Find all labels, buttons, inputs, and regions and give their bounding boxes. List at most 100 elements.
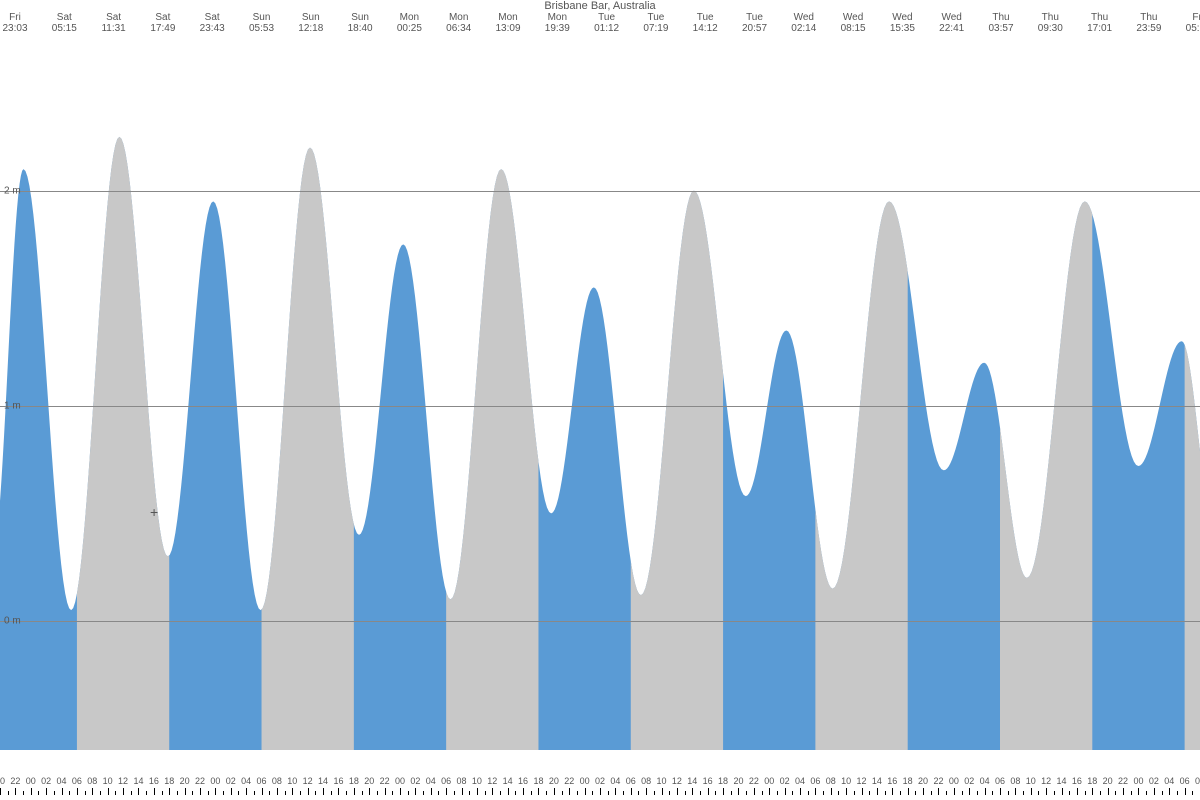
hour-tick	[23, 791, 24, 795]
hour-tick	[746, 791, 747, 795]
hour-tick	[1062, 788, 1063, 795]
hour-label: 06	[257, 776, 267, 786]
hour-label: 04	[610, 776, 620, 786]
extreme-time: Wed02:14	[779, 12, 829, 34]
hour-tick	[777, 791, 778, 795]
hour-tick	[123, 788, 124, 795]
hour-label: 20	[1103, 776, 1113, 786]
hour-tick	[615, 788, 616, 795]
hour-tick	[277, 788, 278, 795]
hour-tick	[1077, 788, 1078, 795]
hour-tick	[608, 791, 609, 795]
extreme-time: Sat05:15	[39, 12, 89, 34]
hour-label: 16	[703, 776, 713, 786]
hour-label: 12	[857, 776, 867, 786]
hour-label: 02	[780, 776, 790, 786]
hour-tick	[908, 788, 909, 795]
hour-label: 06	[441, 776, 451, 786]
hour-tick	[138, 788, 139, 795]
hour-label: 12	[118, 776, 128, 786]
hour-tick	[646, 788, 647, 795]
hour-label: 14	[133, 776, 143, 786]
hour-tick	[146, 791, 147, 795]
hour-tick	[562, 791, 563, 795]
hour-label: 18	[718, 776, 728, 786]
hour-label: 04	[795, 776, 805, 786]
hour-tick	[215, 788, 216, 795]
hour-tick	[177, 791, 178, 795]
hour-tick	[108, 788, 109, 795]
hour-label: 10	[287, 776, 297, 786]
hour-tick	[1069, 791, 1070, 795]
hour-tick	[723, 788, 724, 795]
hour-tick	[423, 791, 424, 795]
hour-label: 22	[933, 776, 943, 786]
hour-tick	[585, 788, 586, 795]
hour-tick	[1054, 791, 1055, 795]
hour-tick	[1108, 788, 1109, 795]
hour-tick	[1038, 791, 1039, 795]
grid-label: 0 m	[4, 615, 21, 626]
hour-tick	[208, 791, 209, 795]
hour-label: 02	[410, 776, 420, 786]
hour-tick	[46, 788, 47, 795]
hour-tick	[162, 791, 163, 795]
hour-label: 18	[349, 776, 359, 786]
hour-tick	[831, 788, 832, 795]
hour-tick	[308, 788, 309, 795]
hour-tick	[231, 788, 232, 795]
hour-label: 06	[995, 776, 1005, 786]
extreme-time: Tue14:12	[680, 12, 730, 34]
hour-tick	[823, 791, 824, 795]
hour-tick	[200, 788, 201, 795]
hour-tick	[346, 791, 347, 795]
hour-tick	[38, 791, 39, 795]
hour-tick	[854, 791, 855, 795]
hour-label: 00	[949, 776, 959, 786]
hour-label: 04	[426, 776, 436, 786]
extreme-time: Thu09:30	[1025, 12, 1075, 34]
hour-tick	[1046, 788, 1047, 795]
hour-label: 18	[1087, 776, 1097, 786]
hour-label: 14	[1057, 776, 1067, 786]
hour-tick	[131, 791, 132, 795]
extreme-time: Tue20:57	[730, 12, 780, 34]
hour-label: 06	[810, 776, 820, 786]
hour-label: 18	[164, 776, 174, 786]
hour-label: 00	[1133, 776, 1143, 786]
hour-tick	[531, 791, 532, 795]
hour-label: 16	[1072, 776, 1082, 786]
hour-label: 14	[318, 776, 328, 786]
hour-tick	[931, 791, 932, 795]
hour-tick	[292, 788, 293, 795]
hour-label: 00	[26, 776, 36, 786]
hour-tick	[985, 788, 986, 795]
hour-tick	[377, 791, 378, 795]
hour-tick	[300, 791, 301, 795]
hour-tick	[900, 791, 901, 795]
hour-tick	[715, 791, 716, 795]
hour-label: 12	[1041, 776, 1051, 786]
hour-tick	[1138, 788, 1139, 795]
grid-label: 2 m	[4, 185, 21, 196]
extreme-time: Sat11:31	[89, 12, 139, 34]
extreme-time: Fri05:37	[1173, 12, 1200, 34]
hour-tick	[815, 788, 816, 795]
hour-tick	[846, 788, 847, 795]
hour-tick	[431, 788, 432, 795]
hour-tick	[708, 788, 709, 795]
hour-label: 18	[533, 776, 543, 786]
hour-tick	[185, 788, 186, 795]
hour-tick	[1154, 788, 1155, 795]
extreme-time: Wed15:35	[877, 12, 927, 34]
hour-tick	[392, 791, 393, 795]
hour-tick	[1185, 788, 1186, 795]
hour-tick	[408, 791, 409, 795]
hour-label: 12	[672, 776, 682, 786]
hour-tick	[762, 791, 763, 795]
hour-tick	[623, 791, 624, 795]
hour-tick	[700, 791, 701, 795]
extreme-time: Mon06:34	[434, 12, 484, 34]
hour-tick	[731, 791, 732, 795]
hour-tick	[800, 788, 801, 795]
